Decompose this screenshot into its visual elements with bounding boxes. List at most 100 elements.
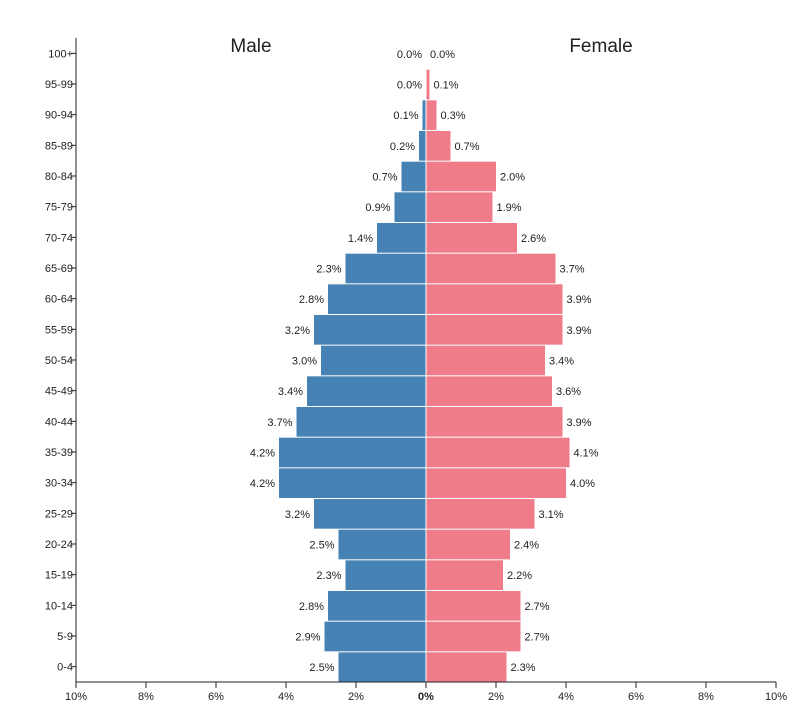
female-value-label: 2.7% [525,601,550,613]
x-tick-label: 8% [698,691,714,703]
female-bar-95-99 [426,69,430,100]
female-bar-50-54 [426,345,545,376]
y-tick-label: 70-74 [45,232,73,244]
y-tick-label: 95-99 [45,79,73,91]
y-tick-label: 100+ [48,48,73,60]
male-value-label: 0.2% [390,141,415,153]
female-bar-0-4 [426,652,507,682]
male-value-label: 4.2% [250,448,275,460]
x-tick-label: 6% [208,691,224,703]
male-bar-60-64 [328,284,426,314]
female-bar-10-14 [426,591,521,621]
male-series-title: Male [230,36,271,57]
bar-labels-group: 2.5% 2.9% 2.8% 2.3% 2.5% 3.2% 4.2% 4.2% 3.7% 3.4%… [250,49,599,674]
male-bar-35-39 [279,437,426,468]
female-value-label: 2.7% [525,632,550,644]
female-bar-45-49 [426,376,552,406]
female-value-label: 0.1% [434,80,459,92]
female-bar-25-29 [426,499,535,529]
male-value-label: 3.2% [285,509,310,521]
male-value-label: 2.8% [299,601,324,613]
y-tick-label: 15-19 [45,570,73,582]
bars-group [279,38,570,682]
male-value-label: 2.9% [295,632,320,644]
female-value-label: 3.9% [567,294,592,306]
female-bar-70-74 [426,223,517,253]
male-bar-75-79 [394,192,426,222]
female-value-label: 2.2% [507,570,532,582]
female-value-label: 2.3% [511,662,536,674]
y-tick-label: 50-54 [45,355,73,367]
female-bar-55-59 [426,315,563,345]
y-axis: 0-4 5-9 10-14 15-19 20-24 25-29 30-34 35-39 40-4… [45,38,77,682]
female-value-label: 4.1% [574,448,599,460]
female-value-label: 0.3% [441,110,466,122]
female-bar-60-64 [426,284,563,314]
male-value-label: 2.5% [309,540,334,552]
y-tick-label: 45-49 [45,386,73,398]
y-tick-label: 55-59 [45,324,73,336]
male-bar-80-84 [401,161,426,192]
y-tick-label: 0-4 [57,662,73,674]
male-value-label: 2.3% [316,264,341,276]
female-value-label: 3.4% [549,356,574,368]
y-tick-label: 10-14 [45,600,73,612]
y-tick-label: 85-89 [45,140,73,152]
male-value-label: 2.8% [299,294,324,306]
male-bar-50-54 [321,345,426,376]
female-bar-40-44 [426,407,563,437]
male-value-label: 4.2% [250,478,275,490]
female-bar-80-84 [426,161,496,192]
y-tick-label: 80-84 [45,171,73,183]
male-value-label: 0.9% [365,202,390,214]
female-bar-30-34 [426,468,566,498]
female-value-label: 3.7% [560,264,585,276]
male-bar-25-29 [314,499,426,529]
female-bar-85-89 [426,131,451,161]
x-tick-label: 10% [765,691,787,703]
female-value-label: 2.0% [500,172,525,184]
female-bar-15-19 [426,560,503,590]
female-value-label: 2.4% [514,540,539,552]
female-bar-5-9 [426,621,521,652]
x-tick-label: 2% [488,691,504,703]
female-series-title: Female [569,36,632,57]
male-bar-45-49 [307,376,426,406]
female-value-label: 3.6% [556,386,581,398]
male-value-label: 1.4% [348,233,373,245]
male-value-label: 2.5% [309,662,334,674]
y-tick-label: 65-69 [45,263,73,275]
y-tick-label: 60-64 [45,294,73,306]
y-tick-label: 35-39 [45,447,73,459]
male-value-label: 2.3% [316,570,341,582]
y-tick-label: 20-24 [45,539,73,551]
male-value-label: 0.0% [397,49,422,61]
male-value-label: 0.0% [397,80,422,92]
female-bar-75-79 [426,192,493,222]
male-bar-55-59 [314,315,426,345]
y-tick-label: 40-44 [45,416,73,428]
y-tick-label: 30-34 [45,478,73,490]
y-tick-label: 75-79 [45,202,73,214]
female-value-label: 0.7% [455,141,480,153]
female-value-label: 2.6% [521,233,546,245]
male-bar-85-89 [419,131,426,161]
x-axis: 10% 8% 6% 4% 2% 0% 2% 4% 6% 8% 10% [65,681,787,703]
male-value-label: 3.4% [278,386,303,398]
x-tick-label: 0% [418,691,434,703]
male-bar-15-19 [345,560,426,590]
x-tick-label: 2% [348,691,364,703]
female-value-label: 1.9% [497,202,522,214]
female-value-label: 4.0% [570,478,595,490]
x-tick-label: 4% [278,691,294,703]
x-tick-label: 10% [65,691,87,703]
male-bar-70-74 [377,223,426,253]
female-value-label: 3.1% [539,509,564,521]
male-value-label: 0.1% [393,110,418,122]
female-bar-90-94 [426,100,437,130]
y-tick-label: 5-9 [57,631,73,643]
female-bar-65-69 [426,253,556,284]
male-bar-20-24 [338,529,426,560]
male-bar-30-34 [279,468,426,498]
male-bar-5-9 [324,621,426,652]
